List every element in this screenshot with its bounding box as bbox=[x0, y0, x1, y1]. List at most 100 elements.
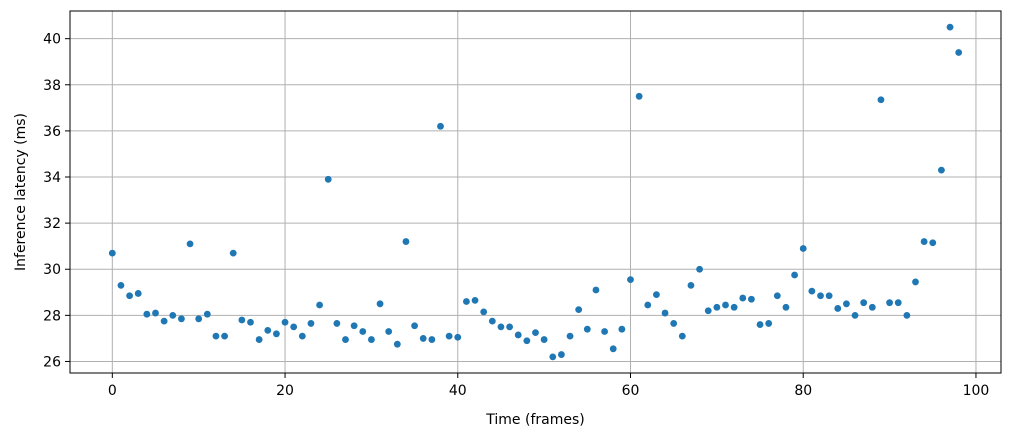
data-point bbox=[566, 332, 574, 340]
data-point bbox=[264, 326, 272, 334]
data-point bbox=[946, 23, 954, 31]
data-point bbox=[886, 299, 893, 307]
data-point bbox=[687, 281, 695, 289]
data-point bbox=[402, 238, 410, 245]
data-point bbox=[851, 311, 859, 319]
data-point bbox=[920, 238, 928, 245]
data-point bbox=[195, 315, 203, 323]
data-point bbox=[817, 292, 824, 300]
data-point bbox=[134, 290, 142, 297]
data-point bbox=[583, 325, 591, 333]
data-point bbox=[393, 340, 401, 348]
data-point bbox=[955, 49, 963, 56]
data-point bbox=[756, 321, 764, 328]
data-point bbox=[359, 328, 367, 335]
data-point bbox=[592, 286, 600, 294]
data-point bbox=[903, 311, 911, 319]
data-point bbox=[212, 332, 220, 340]
data-point bbox=[385, 328, 393, 335]
data-point bbox=[307, 320, 315, 327]
data-point bbox=[670, 320, 678, 327]
data-point bbox=[773, 292, 781, 300]
plot-frame bbox=[69, 10, 1002, 374]
data-point bbox=[627, 276, 634, 284]
y-tick-label: 30 bbox=[43, 262, 61, 278]
y-tick-label: 40 bbox=[43, 32, 61, 48]
data-point bbox=[808, 287, 816, 295]
data-point bbox=[506, 323, 513, 331]
data-point bbox=[748, 295, 755, 303]
data-point bbox=[860, 299, 868, 307]
data-points bbox=[108, 23, 963, 361]
data-point bbox=[186, 240, 194, 248]
y-tick-label: 28 bbox=[43, 308, 61, 324]
data-point bbox=[255, 336, 263, 343]
x-tick-label: 0 bbox=[108, 383, 117, 399]
data-point bbox=[488, 317, 496, 325]
grid bbox=[70, 11, 1001, 373]
data-point bbox=[540, 336, 548, 343]
y-tick-label: 26 bbox=[43, 354, 61, 370]
data-point bbox=[532, 329, 539, 337]
x-tick-label: 100 bbox=[963, 383, 990, 399]
data-point bbox=[739, 294, 747, 302]
data-point bbox=[298, 332, 306, 340]
x-axis-label: Time (frames) bbox=[485, 412, 584, 428]
x-tick-label: 40 bbox=[449, 383, 467, 399]
data-point bbox=[445, 332, 453, 340]
x-tick-label: 60 bbox=[622, 383, 640, 399]
y-tick-label: 34 bbox=[43, 170, 61, 186]
data-point bbox=[419, 335, 427, 342]
data-point bbox=[169, 311, 177, 319]
data-point bbox=[350, 322, 358, 330]
data-point bbox=[143, 310, 151, 318]
data-point bbox=[868, 303, 876, 311]
data-point bbox=[238, 316, 246, 324]
data-point bbox=[912, 278, 919, 286]
data-point bbox=[471, 296, 479, 304]
y-tick-label: 32 bbox=[43, 216, 61, 232]
data-point bbox=[152, 309, 159, 317]
data-point bbox=[203, 310, 211, 318]
data-point bbox=[480, 308, 488, 316]
data-point bbox=[316, 301, 323, 309]
data-point bbox=[273, 330, 280, 338]
data-point bbox=[290, 323, 298, 331]
data-point bbox=[437, 122, 444, 130]
data-point bbox=[635, 92, 643, 100]
data-point bbox=[342, 336, 349, 343]
y-tick-label: 38 bbox=[43, 78, 61, 94]
data-point bbox=[713, 303, 721, 311]
data-point bbox=[799, 245, 807, 252]
data-point bbox=[722, 301, 729, 309]
y-tick-label: 36 bbox=[43, 124, 61, 140]
data-point bbox=[704, 307, 712, 315]
data-point bbox=[929, 239, 937, 247]
data-point bbox=[696, 265, 703, 273]
data-point bbox=[644, 301, 652, 309]
data-point bbox=[609, 345, 617, 353]
data-point bbox=[514, 331, 522, 339]
data-point bbox=[894, 299, 902, 307]
data-point bbox=[938, 166, 945, 174]
data-point bbox=[221, 332, 228, 340]
data-point bbox=[791, 271, 798, 279]
data-point bbox=[281, 318, 289, 326]
data-point bbox=[160, 317, 168, 325]
data-point bbox=[368, 336, 375, 343]
data-point bbox=[601, 328, 608, 335]
data-point bbox=[497, 323, 505, 331]
data-point bbox=[558, 351, 565, 358]
data-point bbox=[730, 303, 738, 311]
data-point bbox=[126, 292, 133, 300]
data-point bbox=[661, 309, 669, 317]
data-point bbox=[843, 300, 850, 308]
data-point bbox=[411, 322, 418, 330]
data-point bbox=[178, 315, 185, 323]
data-point bbox=[678, 332, 686, 340]
data-point bbox=[463, 298, 470, 305]
data-point bbox=[376, 300, 384, 308]
data-point bbox=[782, 303, 790, 311]
